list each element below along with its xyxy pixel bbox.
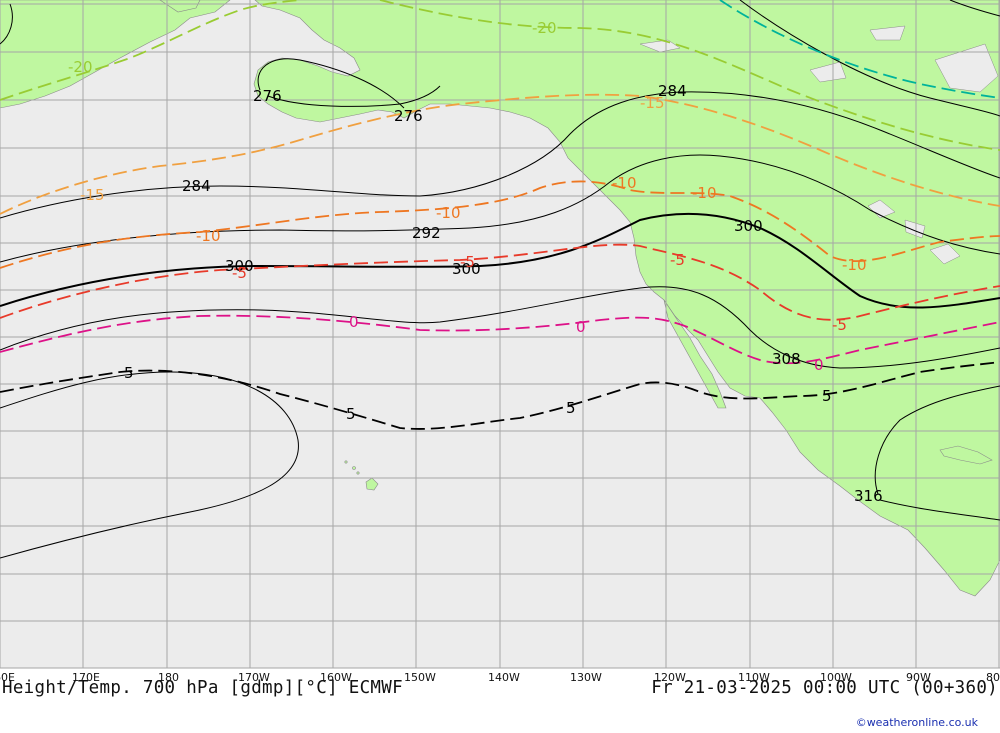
lon-tick-label: 170E xyxy=(72,671,100,684)
temp-label: -5 xyxy=(460,253,475,271)
height-label-layer: 276 276 284 284 292 300 300 300 308 316 xyxy=(182,82,883,505)
temp-label: 0 xyxy=(576,318,586,336)
height-label: 300 xyxy=(734,217,763,235)
height-label: 300 xyxy=(452,260,481,278)
temp-contour-neg5 xyxy=(0,243,1000,321)
lon-tick-label: 130W xyxy=(570,671,602,684)
temp-contour-neg10 xyxy=(0,180,1000,269)
height-label: 300 xyxy=(225,257,254,275)
height-contour-316 xyxy=(874,385,1000,495)
height-contour-top-b xyxy=(949,0,1000,17)
temp-label: -20 xyxy=(68,58,93,76)
lon-tick-label: 150W xyxy=(404,671,436,684)
land-arctic-island xyxy=(159,0,201,13)
lon-axis: 60E 170E 180 170W 160W 150W 140W 130W 12… xyxy=(0,671,1000,684)
lon-tick-label: 110W xyxy=(738,671,770,684)
height-contour-316-b xyxy=(879,499,1000,521)
temp-label-layer: -20 -20 -15 -15 -10 -10 -10 -10 -10 -5 -… xyxy=(68,19,867,423)
height-contour-284 xyxy=(0,91,1000,219)
temp-label: -15 xyxy=(640,94,665,112)
temp-label: -10 xyxy=(842,256,867,274)
height-contour-292 xyxy=(0,154,1000,263)
temp-label: -5 xyxy=(232,264,247,282)
temp-contour-neg20-right xyxy=(379,0,1000,151)
temp-label: 5 xyxy=(822,387,832,405)
height-contour-300 xyxy=(0,212,1000,309)
graticule xyxy=(0,0,1000,669)
temp-label: -10 xyxy=(436,204,461,222)
temp-contour-5 xyxy=(0,361,1000,430)
temp-contour-neg15 xyxy=(0,93,1000,215)
height-label: 284 xyxy=(182,177,211,195)
height-label: 308 xyxy=(772,350,801,368)
height-contour-left-arc xyxy=(0,3,13,45)
lon-tick-label: 120W xyxy=(654,671,686,684)
lon-tick-label: 140W xyxy=(488,671,520,684)
height-label: 292 xyxy=(412,224,441,242)
temperature-contours xyxy=(0,0,1000,430)
temp-label: 5 xyxy=(124,364,134,382)
height-label: 284 xyxy=(658,82,687,100)
lon-tick-label: 90W xyxy=(906,671,931,684)
lon-tick-label: 160W xyxy=(320,671,352,684)
lon-tick-label: 170W xyxy=(238,671,270,684)
temp-label: -15 xyxy=(80,186,105,204)
height-label: 316 xyxy=(854,487,883,505)
height-contour-276-b xyxy=(257,58,405,109)
temp-label: 0 xyxy=(349,313,359,331)
height-contour-top xyxy=(739,0,1000,117)
temp-label: -5 xyxy=(832,316,847,334)
lon-tick-label: 100W xyxy=(820,671,852,684)
height-label: 276 xyxy=(394,107,423,125)
temp-label: 5 xyxy=(346,405,356,423)
chart-title: Height/Temp. 700 hPa [gdmp][°C] ECMWF xyxy=(2,678,403,698)
inland-water xyxy=(639,25,999,265)
temp-label: 0 xyxy=(814,356,824,374)
land-baja xyxy=(663,299,727,409)
height-contour-308-b xyxy=(0,371,299,559)
source-credit[interactable]: ©weatheronline.co.uk xyxy=(855,716,978,729)
height-contour-276 xyxy=(267,85,441,107)
temp-contour-neg25 xyxy=(719,0,1000,99)
land-hawaii xyxy=(365,477,379,491)
temp-contour-0 xyxy=(0,314,1000,365)
height-label: 276 xyxy=(253,87,282,105)
temp-label: -5 xyxy=(670,251,685,269)
temp-label: -20 xyxy=(532,19,557,37)
forecast-datetime: Fr 21-03-2025 00:00 UTC (00+360) xyxy=(651,678,998,698)
lon-tick-label: 80 xyxy=(986,671,1000,684)
temp-label: 5 xyxy=(566,399,576,417)
temp-label: -10 xyxy=(612,174,637,192)
temp-label: -10 xyxy=(196,227,221,245)
height-contours xyxy=(0,0,1000,559)
lon-tick-label: 60E xyxy=(0,671,15,684)
height-contour-308 xyxy=(0,286,1000,369)
temp-label: -10 xyxy=(692,184,717,202)
land-cuba xyxy=(939,445,993,465)
lon-tick-label: 180 xyxy=(158,671,179,684)
